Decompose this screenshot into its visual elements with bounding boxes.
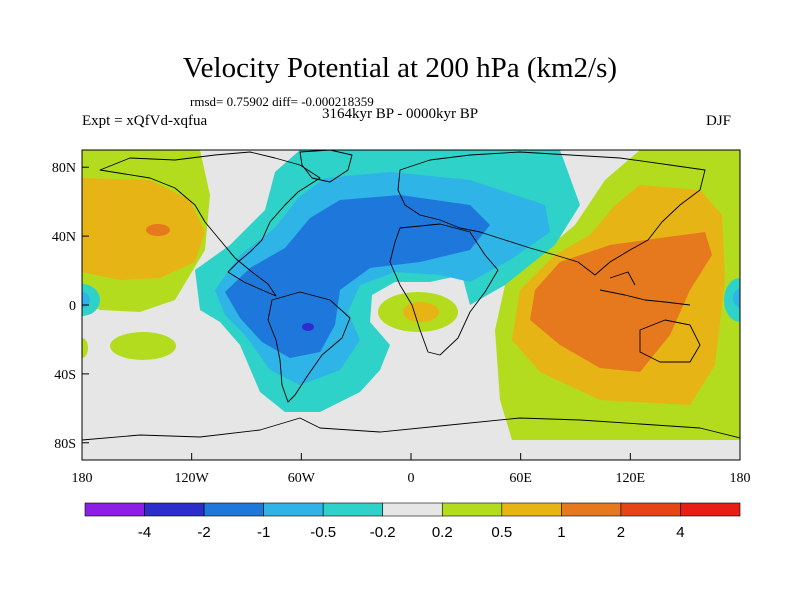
colorbar-swatch	[203, 502, 264, 517]
colorbar-swatch	[263, 502, 324, 517]
colorbar-swatch	[680, 502, 741, 517]
x-tick-label: 60W	[288, 471, 316, 486]
colorbar-label: -1	[257, 524, 270, 541]
y-tick-label: 80S	[54, 437, 76, 452]
contour-positive-sp-0.2	[110, 332, 176, 360]
x-tick-label: 120E	[616, 471, 646, 486]
colorbar-label: 0.5	[491, 524, 512, 541]
contour-negative-east-0.5	[733, 289, 740, 307]
contour-positive-edge	[82, 338, 88, 358]
coastline-north-america	[99, 151, 321, 297]
x-tick-label: 180	[72, 471, 93, 486]
y-tick-label: 40S	[54, 368, 76, 383]
period-label: 3164kyr BP - 0000kyr BP	[322, 106, 479, 122]
colorbar-label: 1	[557, 524, 565, 541]
contour-positive-1	[530, 232, 712, 372]
colorbar-label: 4	[676, 524, 684, 541]
y-tick-label: 0	[69, 299, 76, 314]
colorbar-swatch	[382, 502, 443, 517]
season-label: DJF	[706, 113, 732, 129]
contour-fills	[82, 150, 740, 440]
y-tick-label: 40N	[52, 230, 76, 245]
coastline-maritime-continent	[599, 271, 691, 306]
colorbar-swatch	[144, 502, 205, 517]
coastline-south-america	[267, 291, 351, 403]
colorbar-swatch	[322, 502, 384, 517]
contour-negative-2	[302, 323, 314, 331]
contour-negative-1	[225, 195, 490, 358]
contour-negative-edge-0.5	[82, 292, 90, 308]
colorbar-label: -2	[197, 524, 210, 541]
colorbar-swatch	[84, 502, 145, 517]
y-axis: 80N 40N 0 40S 80S	[52, 161, 89, 452]
colorbar: -4 -2 -1 -0.5 -0.2 0.2 0.5 1 2 4	[84, 502, 741, 541]
colorbar-label: -4	[138, 524, 151, 541]
colorbar-swatch	[501, 502, 562, 517]
contour-negative-east-0.2	[724, 278, 740, 322]
coastlines	[82, 150, 740, 441]
coastline-australia	[639, 319, 701, 363]
coastline-eurasia	[397, 151, 706, 276]
colorbar-swatch	[441, 502, 503, 517]
colorbar-label: -0.2	[370, 524, 396, 541]
coastline-africa	[389, 223, 499, 356]
contour-negative-edge-0.2	[82, 284, 100, 316]
coastline-greenland	[299, 150, 353, 183]
contour-positive-atl-0.5	[403, 302, 439, 322]
x-axis: 180 120W 60W 0 60E 120E 180	[72, 453, 751, 486]
contour-positive-np-0.5	[82, 178, 205, 280]
colorbar-swatch	[620, 502, 681, 517]
x-tick-label: 180	[730, 471, 751, 486]
experiment-label: Expt = xQfVd-xqfua	[82, 113, 208, 129]
contour-positive-np-1	[146, 224, 170, 236]
colorbar-label: 2	[617, 524, 625, 541]
colorbar-label: 0.2	[432, 524, 453, 541]
coastline-antarctica	[82, 417, 740, 441]
x-tick-label: 120W	[175, 471, 210, 486]
plot-title: Velocity Potential at 200 hPa (km2/s)	[182, 52, 618, 84]
stats-line: rmsd= 0.75902 diff= -0.000218359	[190, 94, 374, 109]
y-tick-label: 80N	[52, 161, 76, 176]
x-tick-label: 60E	[509, 471, 532, 486]
map-area	[82, 150, 740, 460]
x-tick-label: 0	[408, 471, 415, 486]
colorbar-label: -0.5	[310, 524, 336, 541]
colorbar-swatch	[561, 502, 622, 517]
